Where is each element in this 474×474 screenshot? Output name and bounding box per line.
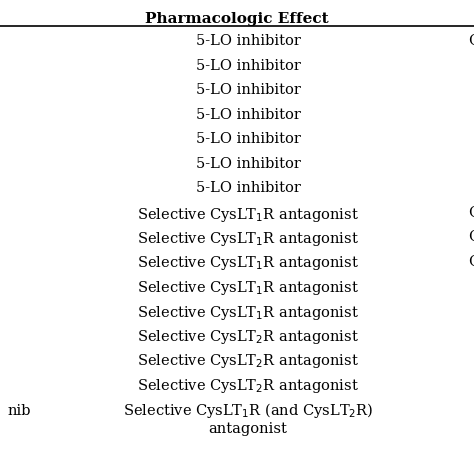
- Text: Selective CysLT$_1$R antagonist: Selective CysLT$_1$R antagonist: [137, 255, 359, 273]
- Text: Selective CysLT$_2$R antagonist: Selective CysLT$_2$R antagonist: [137, 353, 359, 371]
- Text: Selective CysLT$_1$R antagonist: Selective CysLT$_1$R antagonist: [137, 279, 359, 297]
- Text: 5-LO inhibitor: 5-LO inhibitor: [196, 34, 301, 48]
- Text: C: C: [468, 34, 474, 48]
- Text: 5-LO inhibitor: 5-LO inhibitor: [196, 181, 301, 195]
- Text: Selective CysLT$_1$R antagonist: Selective CysLT$_1$R antagonist: [137, 206, 359, 224]
- Text: Selective CysLT$_1$R antagonist: Selective CysLT$_1$R antagonist: [137, 303, 359, 321]
- Text: Selective CysLT$_2$R antagonist: Selective CysLT$_2$R antagonist: [137, 328, 359, 346]
- Text: antagonist: antagonist: [209, 422, 287, 437]
- Text: nib: nib: [8, 404, 31, 418]
- Text: 5-LO inhibitor: 5-LO inhibitor: [196, 156, 301, 171]
- Text: Selective CysLT$_1$R (and CysLT$_2$R): Selective CysLT$_1$R (and CysLT$_2$R): [123, 401, 374, 420]
- Text: 5-LO inhibitor: 5-LO inhibitor: [196, 108, 301, 121]
- Text: Pharmacologic Effect: Pharmacologic Effect: [145, 12, 329, 26]
- Text: Selective CysLT$_1$R antagonist: Selective CysLT$_1$R antagonist: [137, 230, 359, 248]
- Text: C: C: [468, 206, 474, 219]
- Text: 5-LO inhibitor: 5-LO inhibitor: [196, 83, 301, 97]
- Text: C: C: [468, 230, 474, 244]
- Text: Selective CysLT$_2$R antagonist: Selective CysLT$_2$R antagonist: [137, 377, 359, 395]
- Text: 5-LO inhibitor: 5-LO inhibitor: [196, 132, 301, 146]
- Text: C: C: [468, 255, 474, 268]
- Text: 5-LO inhibitor: 5-LO inhibitor: [196, 58, 301, 73]
